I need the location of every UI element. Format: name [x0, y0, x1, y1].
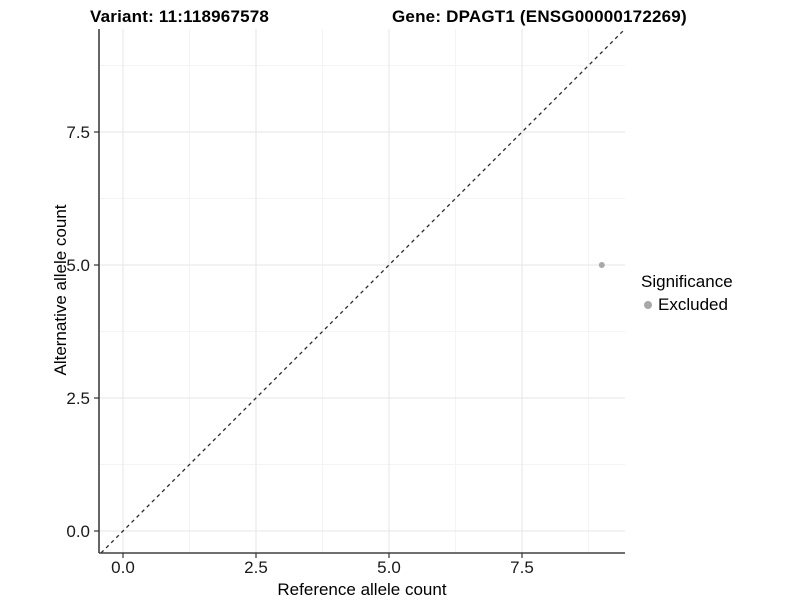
y-tick-label: 0.0 — [66, 522, 90, 541]
y-tick-label: 2.5 — [66, 389, 90, 408]
y-tick-label: 5.0 — [66, 256, 90, 275]
legend-item-label: Excluded — [658, 295, 728, 314]
excluded-point-icon — [644, 301, 652, 309]
legend-item-excluded: Excluded — [641, 295, 733, 315]
x-tick-label: 0.0 — [111, 558, 135, 577]
data-point-excluded — [598, 262, 605, 268]
plot-title-gene: Gene: DPAGT1 (ENSG00000172269) — [392, 7, 687, 26]
x-tick-label: 5.0 — [377, 558, 401, 577]
legend-title: Significance — [641, 272, 733, 291]
plot-title-variant: Variant: 11:118967578 — [90, 7, 270, 26]
y-axis-title: Alternative allele count — [51, 204, 70, 376]
y-tick-label: 7.5 — [66, 123, 90, 142]
x-tick-label: 7.5 — [510, 558, 534, 577]
legend: Significance Excluded — [641, 272, 733, 315]
x-tick-label: 2.5 — [244, 558, 268, 577]
x-axis-title: Reference allele count — [277, 580, 447, 599]
identity-reference-line — [100, 28, 626, 554]
